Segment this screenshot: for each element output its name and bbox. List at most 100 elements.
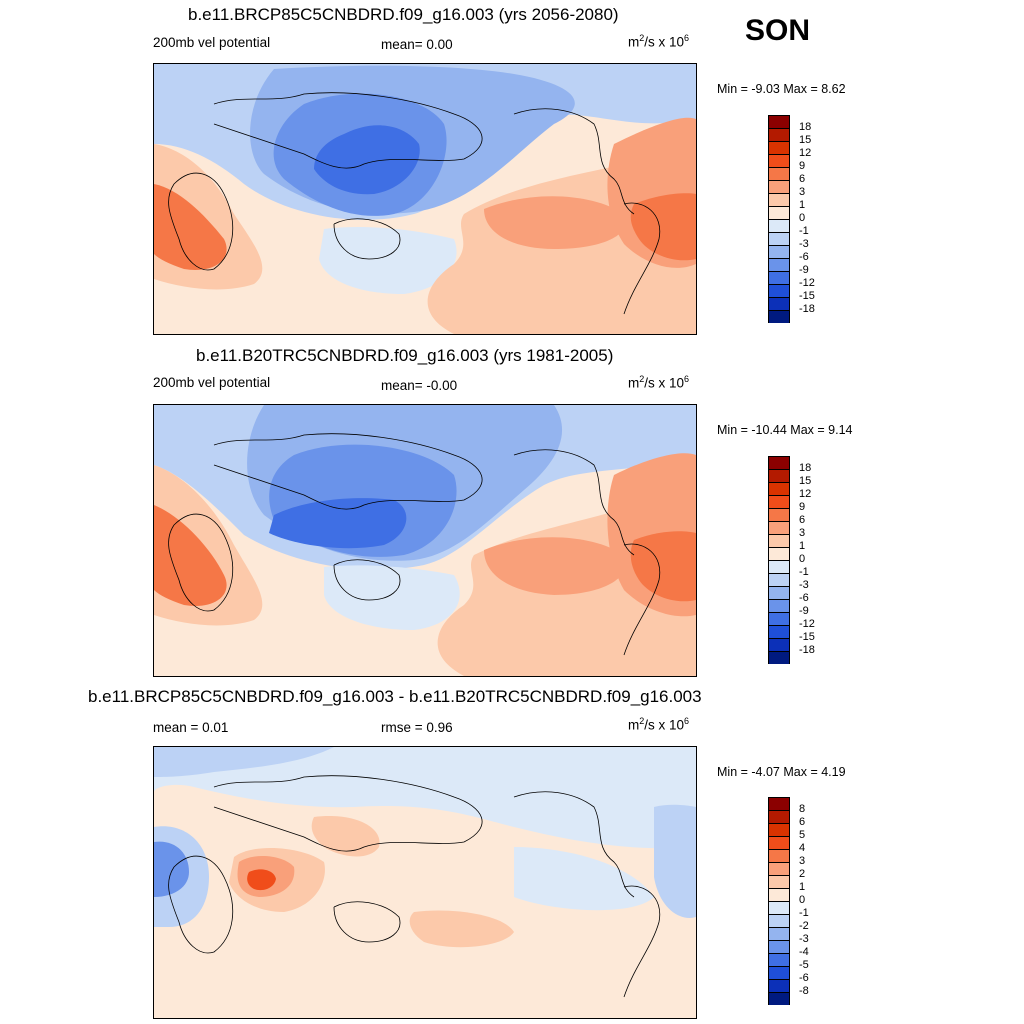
colorbar-tick-label: -9 — [799, 264, 809, 276]
colorbar-swatch — [768, 836, 790, 849]
colorbar-swatch — [768, 180, 790, 193]
colorbar-swatch — [768, 271, 790, 284]
colorbar-tick-label: -5 — [799, 959, 809, 971]
colorbar-tick-label: 3 — [799, 527, 806, 539]
colorbar-swatch — [768, 508, 790, 521]
colorbar-tick-label: -3 — [799, 238, 809, 250]
colorbar-swatch — [768, 310, 790, 323]
colorbar-swatch — [768, 482, 790, 495]
colorbar-swatch — [768, 862, 790, 875]
colorbar-swatch — [768, 469, 790, 482]
colorbar-tick-label: -9 — [799, 605, 809, 617]
panel-2-colorbar: 18 15 12 9 6 3 1 0 -1 -3 -6 -9 -12 -15 -18 — [768, 456, 815, 664]
colorbar-tick-label: 15 — [799, 134, 812, 146]
colorbar-swatch — [768, 810, 790, 823]
panel-2-units-label: m2/s x 106 — [628, 374, 690, 391]
colorbar-tick-label: 15 — [799, 475, 812, 487]
colorbar-swatch — [768, 219, 790, 232]
colorbar-swatch — [768, 297, 790, 310]
colorbar-tick-label: 5 — [799, 829, 806, 841]
colorbar-swatch — [768, 586, 790, 599]
colorbar-tick-label: -6 — [799, 251, 809, 263]
colorbar-swatch — [768, 901, 790, 914]
colorbar-tick-label: -4 — [799, 946, 809, 958]
colorbar-swatch — [768, 914, 790, 927]
colorbar-tick-label: 9 — [799, 160, 806, 172]
panel-2-map — [153, 404, 697, 677]
colorbar-swatch — [768, 560, 790, 573]
colorbar-swatch — [768, 154, 790, 167]
panel-3-minmax: Min = -4.07 Max = 4.19 — [717, 765, 846, 779]
colorbar-tick-label: -3 — [799, 933, 809, 945]
colorbar-tick-label: -1 — [799, 566, 809, 578]
colorbar-swatch — [768, 232, 790, 245]
panel-2-title: b.e11.B20TRC5CNBDRD.f09_g16.003 (yrs 198… — [196, 346, 614, 365]
colorbar-swatch — [768, 625, 790, 638]
colorbar-swatch — [768, 206, 790, 219]
panel-3-colorbar: 8 6 5 4 3 2 1 0 -1 -2 -3 -4 -5 -6 -8 — [768, 797, 809, 1005]
colorbar-swatch — [768, 128, 790, 141]
colorbar-tick-label: 3 — [799, 855, 806, 867]
colorbar-tick-label: 0 — [799, 553, 806, 565]
colorbar-tick-label: 6 — [799, 173, 806, 185]
colorbar-tick-label: 18 — [799, 462, 812, 474]
colorbar-tick-label: -2 — [799, 920, 809, 932]
panel-1-mean-label: mean= 0.00 — [381, 37, 453, 52]
panel-1-map — [153, 63, 697, 335]
panel-2-variable-label: 200mb vel potential — [153, 375, 271, 390]
colorbar-swatch — [768, 953, 790, 966]
colorbar-swatch — [768, 141, 790, 154]
colorbar-tick-label: 0 — [799, 212, 806, 224]
colorbar-swatch — [768, 966, 790, 979]
colorbar-swatch — [768, 651, 790, 664]
colorbar-swatch — [768, 495, 790, 508]
colorbar-swatch — [768, 797, 790, 810]
colorbar-tick-label: 1 — [799, 199, 806, 211]
panel-3-units-label: m2/s x 106 — [628, 716, 690, 733]
colorbar-tick-label: 0 — [799, 894, 806, 906]
colorbar-tick-label: -12 — [799, 618, 815, 630]
panel-3-rmse-label: rmse = 0.96 — [381, 720, 453, 735]
colorbar-swatch — [768, 456, 790, 469]
colorbar-swatch — [768, 534, 790, 547]
colorbar-tick-label: -18 — [799, 644, 815, 656]
panel-3-map — [153, 746, 697, 1019]
colorbar-swatch — [768, 849, 790, 862]
panel-3-title: b.e11.BRCP85C5CNBDRD.f09_g16.003 - b.e11… — [88, 687, 702, 706]
colorbar-swatch — [768, 823, 790, 836]
colorbar-tick-label: -3 — [799, 579, 809, 591]
colorbar-swatch — [768, 875, 790, 888]
panel-2-mean-label: mean= -0.00 — [381, 378, 458, 393]
panel-1-title: b.e11.BRCP85C5CNBDRD.f09_g16.003 (yrs 20… — [188, 5, 619, 24]
colorbar-tick-label: 12 — [799, 147, 812, 159]
colorbar-tick-label: 8 — [799, 803, 806, 815]
colorbar-swatch — [768, 638, 790, 651]
panel-1-minmax: Min = -9.03 Max = 8.62 — [717, 82, 846, 96]
colorbar-swatch — [768, 547, 790, 560]
colorbar-tick-label: 3 — [799, 186, 806, 198]
colorbar-tick-label: -15 — [799, 631, 815, 643]
colorbar-swatch — [768, 888, 790, 901]
colorbar-swatch — [768, 193, 790, 206]
colorbar-swatch — [768, 115, 790, 128]
colorbar-swatch — [768, 992, 790, 1005]
panel-1-units-label: m2/s x 106 — [628, 33, 690, 50]
colorbar-swatch — [768, 927, 790, 940]
colorbar-swatch — [768, 979, 790, 992]
colorbar-tick-label: 6 — [799, 816, 806, 828]
colorbar-tick-label: 1 — [799, 540, 806, 552]
colorbar-swatch — [768, 245, 790, 258]
colorbar-tick-label: -8 — [799, 985, 809, 997]
colorbar-swatch — [768, 258, 790, 271]
colorbar-tick-label: -12 — [799, 277, 815, 289]
colorbar-tick-label: -18 — [799, 303, 815, 315]
colorbar-tick-label: 1 — [799, 881, 806, 893]
colorbar-swatch — [768, 167, 790, 180]
colorbar-tick-label: -6 — [799, 592, 809, 604]
panel-3-mean-label: mean = 0.01 — [153, 720, 229, 735]
colorbar-swatch — [768, 599, 790, 612]
colorbar-tick-label: 18 — [799, 121, 812, 133]
colorbar-swatch — [768, 521, 790, 534]
colorbar-swatch — [768, 940, 790, 953]
panel-1-colorbar: 18 15 12 9 6 3 1 0 -1 -3 -6 -9 -12 -15 -18 — [768, 115, 815, 323]
